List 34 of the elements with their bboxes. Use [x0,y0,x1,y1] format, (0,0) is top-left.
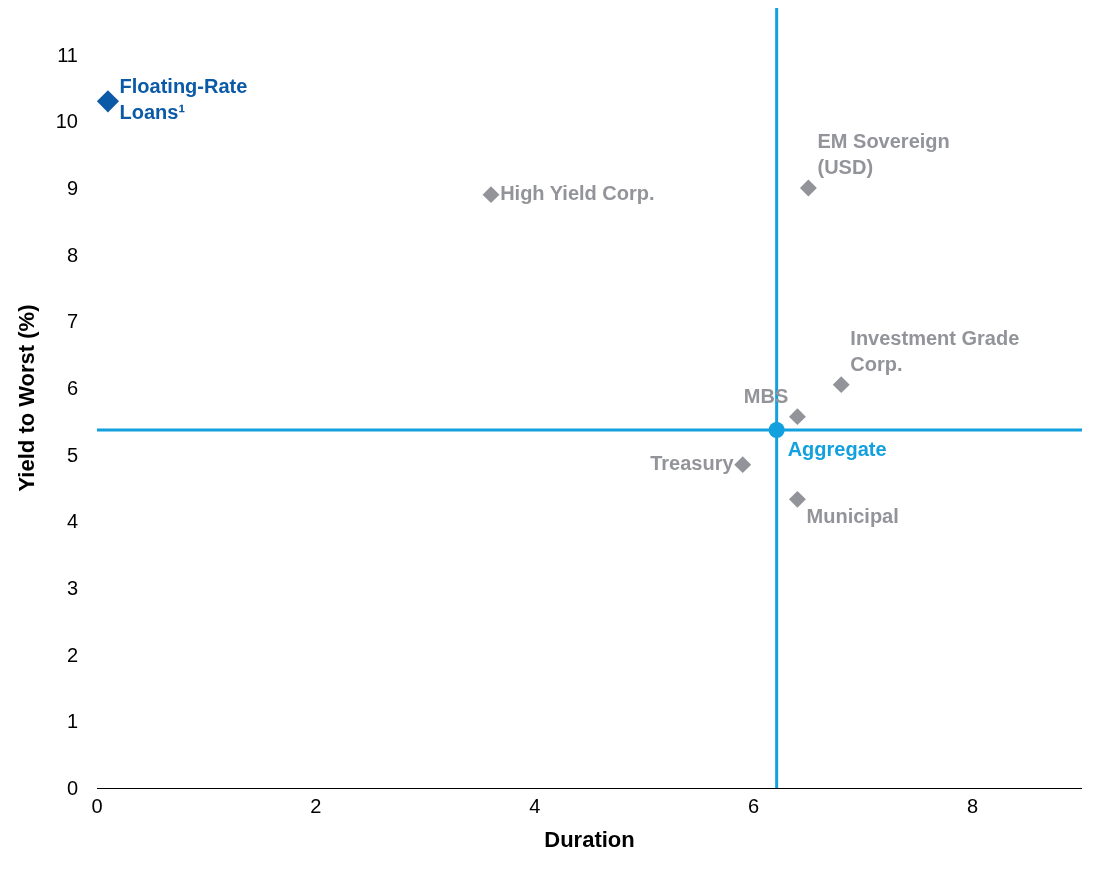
y-tick-label: 1 [66,710,78,733]
series-label: Floating-Rate Loans¹ [119,75,248,124]
y-tick-label: 3 [66,577,78,599]
series-label: Municipal [806,505,899,528]
y-tick-label: 5 [66,443,78,466]
x-tick-label: 4 [529,795,541,817]
x-tick-label: 0 [91,795,103,817]
x-axis-title: Duration [544,826,635,852]
y-tick-label: 0 [66,777,78,799]
x-tick-label: 6 [748,795,760,817]
point [832,376,850,394]
y-tick-label: 9 [66,177,78,199]
series-label: Investment Grade Corp. [850,326,1020,375]
series-label: High Yield Corp. [500,181,655,204]
y-tick-label: 11 [57,43,78,66]
point [768,422,785,438]
y-tick-label: 6 [66,377,78,399]
point [788,490,806,508]
y-axis-title: Yield to Worst (%) [13,304,39,492]
point [482,186,500,204]
point [799,179,817,197]
point [734,456,752,474]
series-label: EM Sovereign (USD) [817,129,950,178]
series-label: Treasury [650,451,735,474]
y-tick-label: 10 [55,110,78,133]
y-tick-label: 2 [66,643,78,666]
y-tick-label: 7 [66,310,78,333]
y-tick-label: 8 [66,243,78,266]
point [96,90,119,113]
series-label: Aggregate [787,438,887,460]
point [788,408,806,426]
y-tick-label: 4 [66,510,78,533]
x-tick-label: 8 [967,795,979,817]
x-tick-label: 2 [310,795,322,817]
